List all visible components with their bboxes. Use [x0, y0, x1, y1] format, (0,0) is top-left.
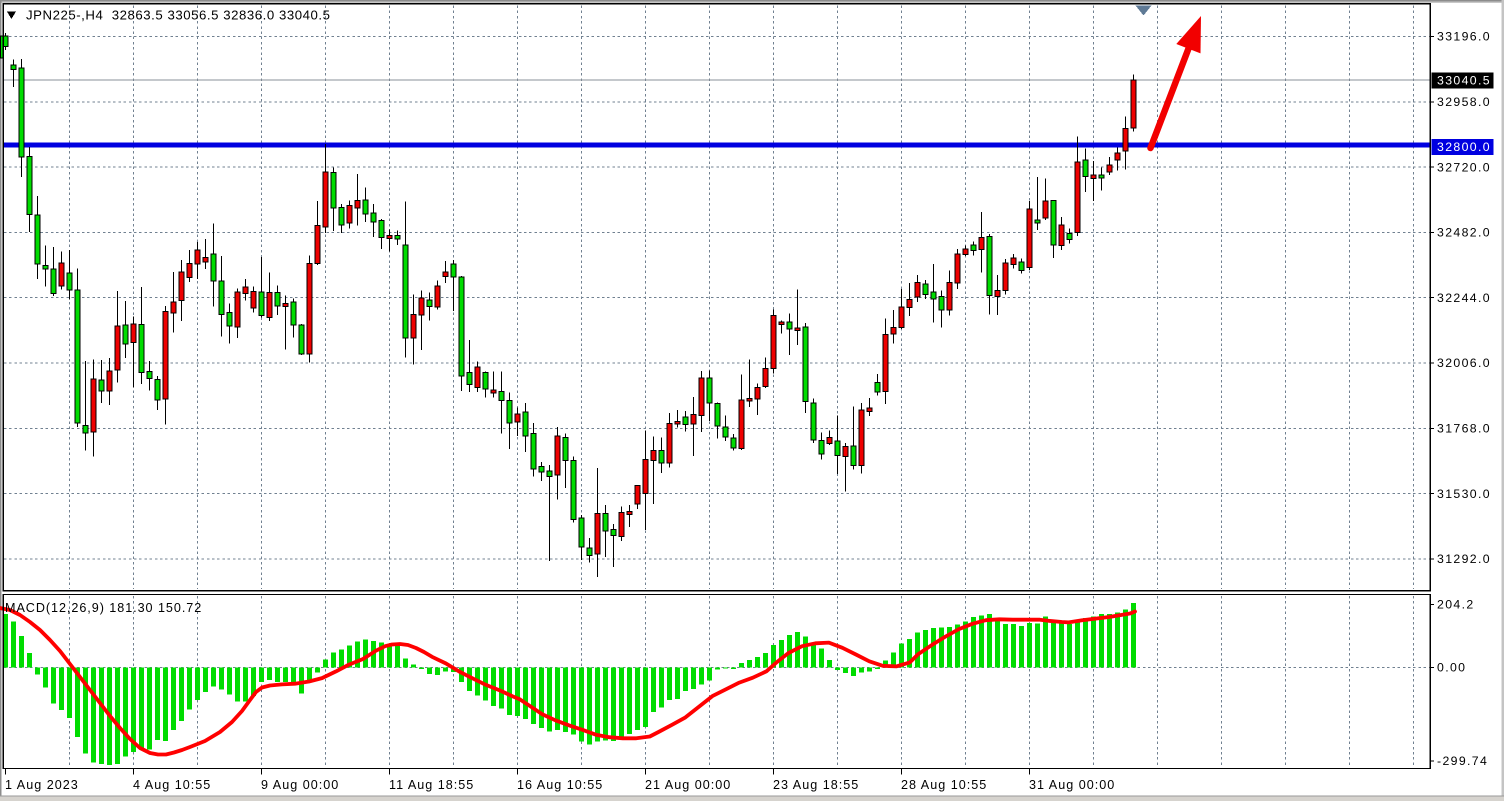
- svg-text:31292.0: 31292.0: [1437, 552, 1491, 566]
- svg-text:32958.0: 32958.0: [1437, 95, 1491, 109]
- svg-text:31530.0: 31530.0: [1437, 487, 1491, 501]
- svg-text:21 Aug 00:00: 21 Aug 00:00: [645, 778, 731, 792]
- svg-text:32006.0: 32006.0: [1437, 356, 1491, 370]
- svg-text:32482.0: 32482.0: [1437, 226, 1491, 240]
- svg-text:32720.0: 32720.0: [1437, 160, 1491, 174]
- svg-text:11 Aug 18:55: 11 Aug 18:55: [389, 778, 474, 792]
- svg-text:-299.74: -299.74: [1437, 754, 1488, 768]
- svg-text:28 Aug 10:55: 28 Aug 10:55: [901, 778, 987, 792]
- svg-text:1 Aug 2023: 1 Aug 2023: [5, 778, 79, 792]
- svg-text:9 Aug 00:00: 9 Aug 00:00: [261, 778, 339, 792]
- svg-text:31768.0: 31768.0: [1437, 422, 1491, 436]
- svg-text:4 Aug 10:55: 4 Aug 10:55: [133, 778, 211, 792]
- svg-text:31 Aug 00:00: 31 Aug 00:00: [1029, 778, 1115, 792]
- svg-text:32244.0: 32244.0: [1437, 291, 1491, 305]
- svg-text:MACD(12,26,9) 181.30 150.72: MACD(12,26,9) 181.30 150.72: [5, 601, 202, 615]
- svg-text:33040.5: 33040.5: [1437, 74, 1491, 88]
- svg-text:JPN225-,H4 32863.5 33056.5 32: JPN225-,H4 32863.5 33056.5 32836.0 33040…: [26, 8, 330, 23]
- svg-text:16 Aug 10:55: 16 Aug 10:55: [517, 778, 603, 792]
- svg-text:32800.0: 32800.0: [1437, 140, 1491, 154]
- svg-text:23 Aug 18:55: 23 Aug 18:55: [773, 778, 859, 792]
- svg-text:33196.0: 33196.0: [1437, 30, 1491, 44]
- svg-text:0.00: 0.00: [1437, 661, 1466, 675]
- svg-text:204.2: 204.2: [1437, 598, 1475, 612]
